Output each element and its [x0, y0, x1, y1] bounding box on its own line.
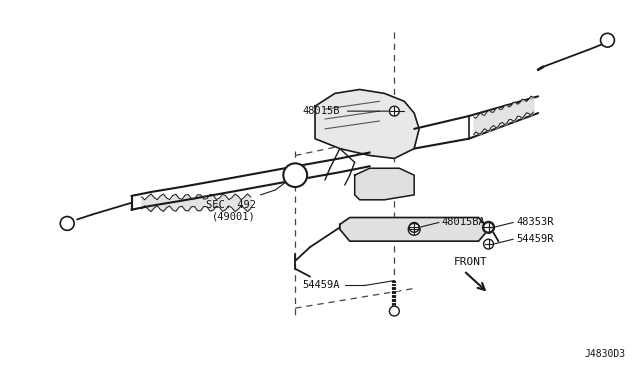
Circle shape — [484, 222, 493, 232]
Text: 48353R: 48353R — [516, 218, 554, 227]
Circle shape — [484, 239, 493, 249]
Circle shape — [60, 217, 74, 230]
Circle shape — [389, 106, 399, 116]
Circle shape — [389, 306, 399, 316]
Circle shape — [284, 163, 307, 187]
Circle shape — [408, 224, 420, 235]
Text: 54459R: 54459R — [516, 234, 554, 244]
Text: 48015B: 48015B — [302, 106, 340, 116]
Circle shape — [600, 33, 614, 47]
Text: FRONT: FRONT — [454, 257, 488, 267]
Polygon shape — [340, 218, 488, 241]
Text: SEC. 492
(49001): SEC. 492 (49001) — [205, 200, 255, 221]
Polygon shape — [355, 168, 414, 200]
Text: 54459A: 54459A — [302, 280, 340, 291]
Polygon shape — [315, 89, 419, 158]
Text: 48015BA: 48015BA — [442, 218, 486, 227]
Circle shape — [409, 222, 419, 232]
Text: J4830D3: J4830D3 — [584, 349, 625, 359]
Circle shape — [483, 221, 495, 233]
